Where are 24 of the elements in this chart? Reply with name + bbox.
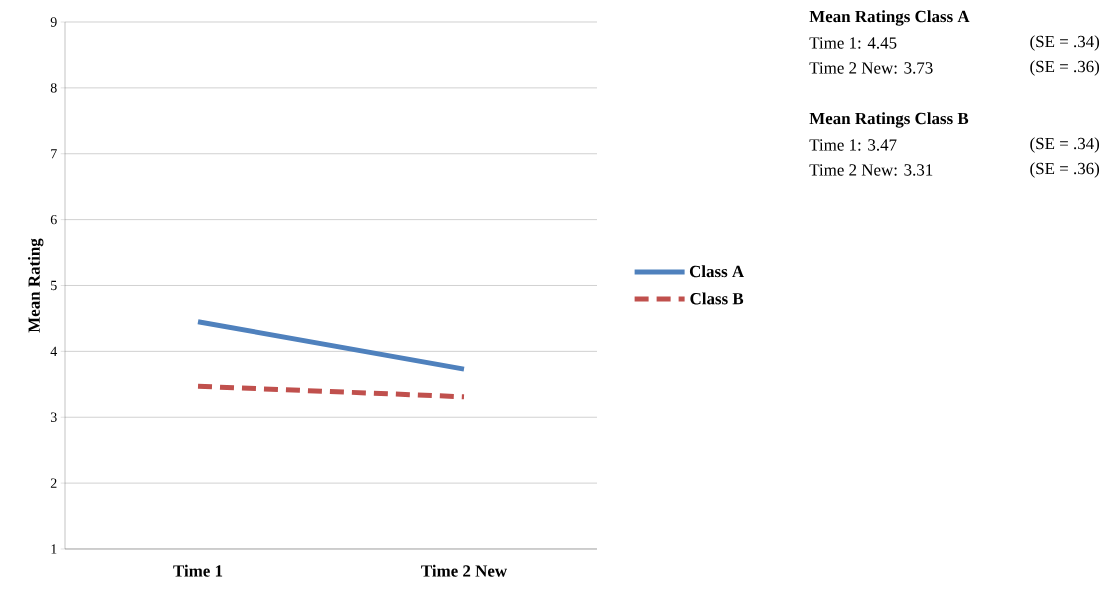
y-tick-label: 7 — [51, 149, 57, 159]
y-tick-label: 8 — [50, 83, 57, 93]
text: Time 1: 3.47 — [809, 139, 897, 151]
text: (SE = .36) — [1030, 60, 1100, 76]
y-axis-title: Mean Rating — [27, 238, 44, 333]
y-tick-label: 4 — [50, 346, 58, 356]
text: (SE = .34) — [1030, 137, 1100, 153]
text: (SE = .34) — [1030, 35, 1100, 51]
text: Time 2 New: 3.73 — [809, 62, 933, 74]
y-tick-label: 9 — [50, 17, 57, 27]
text: (SE = .36) — [1030, 162, 1100, 178]
y-tick-label: 2 — [50, 478, 57, 488]
y-tick-label: 3 — [50, 412, 57, 422]
legend-label: Class A — [689, 265, 745, 278]
x-tick-label: Time 1 — [173, 564, 223, 577]
text: Mean Ratings Class B — [809, 112, 969, 128]
y-tick-label: 5 — [51, 280, 57, 291]
text: Time 1: 4.45 — [809, 37, 897, 49]
legend-label: Class B — [690, 292, 744, 305]
text: Mean Ratings Class A — [809, 10, 970, 26]
x-tick-label: Time 2 New — [421, 564, 508, 577]
y-tick-label: 1 — [51, 544, 57, 554]
y-tick-label: 6 — [50, 214, 57, 225]
text: Time 2 New: 3.31 — [809, 164, 933, 176]
